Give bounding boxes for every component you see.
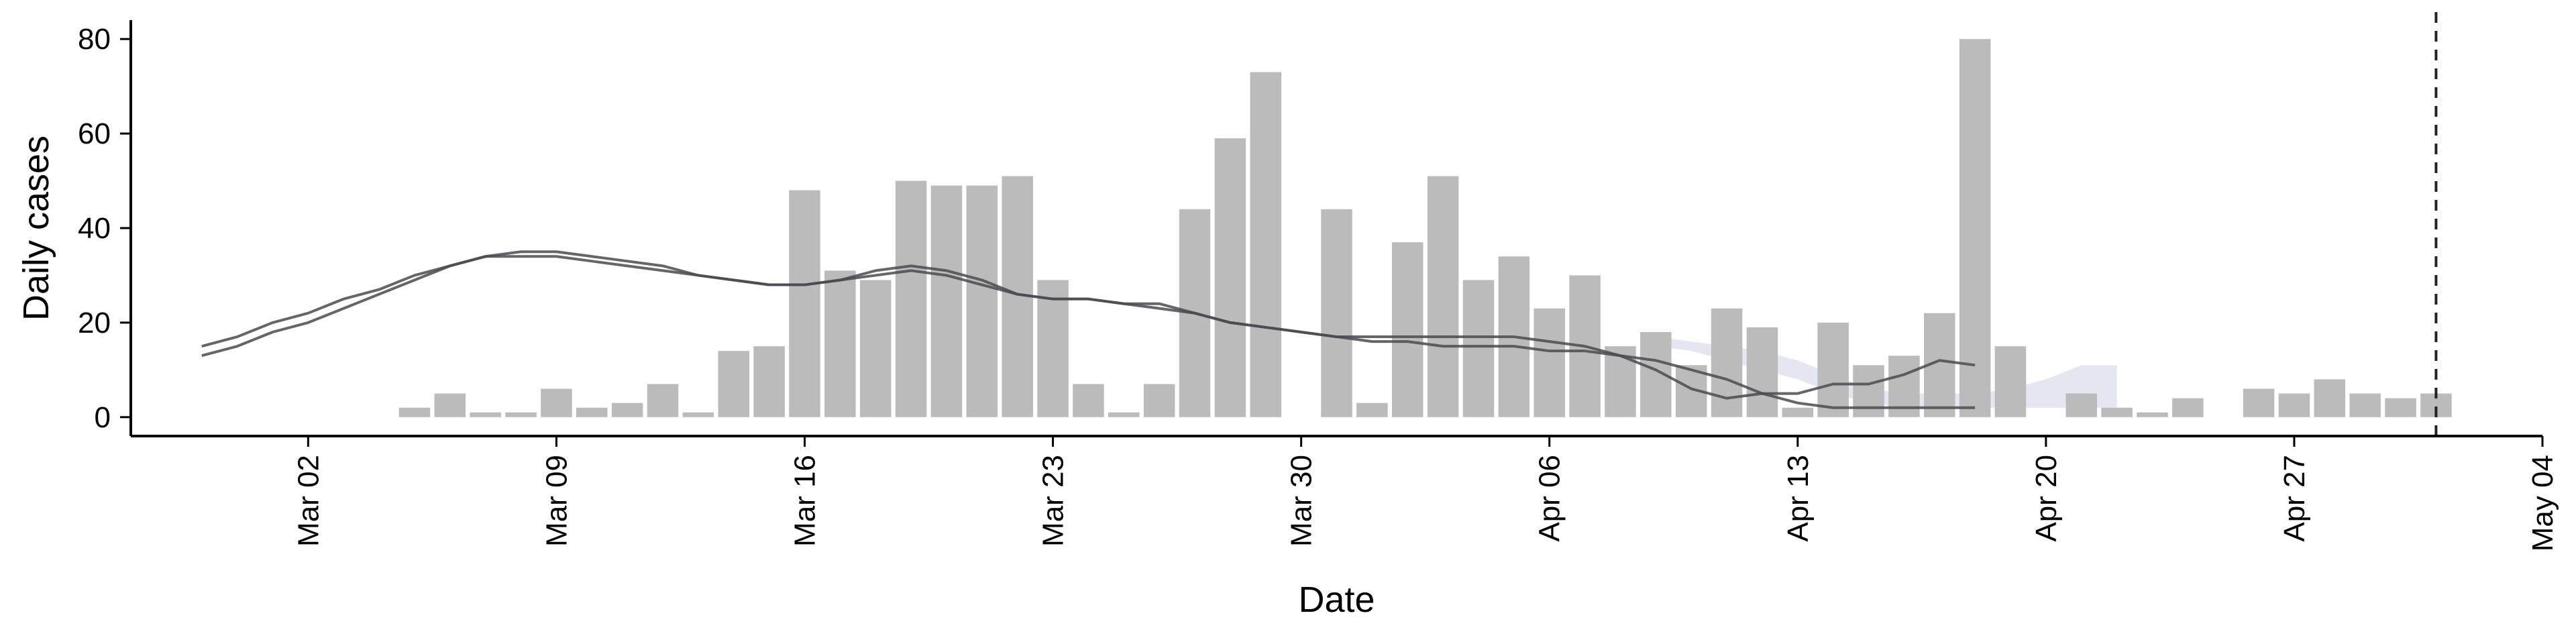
case-bar <box>2137 412 2168 417</box>
case-bar <box>1073 384 1104 417</box>
case-bar <box>2243 388 2275 417</box>
case-bar <box>1782 407 1814 417</box>
case-bar <box>1746 327 1778 417</box>
x-tick-label: Mar 30 <box>1285 455 1318 547</box>
trend-line-2 <box>201 255 1976 409</box>
case-bar <box>1321 209 1352 417</box>
x-tick-label: Mar 02 <box>292 455 325 547</box>
case-bar <box>576 407 608 417</box>
case-bar <box>398 407 431 417</box>
case-bar <box>930 185 963 417</box>
case-bar <box>859 280 892 417</box>
case-bar <box>682 412 714 417</box>
trend-line-1 <box>201 250 1976 400</box>
case-bar <box>2278 393 2310 417</box>
y-axis: 0 20 40 60 80 <box>78 20 132 436</box>
y-axis-label: Daily cases <box>16 136 56 321</box>
x-tick-label: Apr 06 <box>1534 455 1566 542</box>
case-bar <box>1391 242 1424 417</box>
case-bar <box>2065 393 2097 417</box>
case-bar <box>434 393 466 417</box>
y-tick-label: 0 <box>95 401 111 434</box>
case-bar <box>1214 138 1246 417</box>
case-bar <box>1853 365 1884 417</box>
case-bar <box>1037 280 1069 417</box>
x-tick-label: Apr 13 <box>1782 455 1815 542</box>
case-bar <box>718 351 750 417</box>
case-bar <box>647 384 679 417</box>
case-bar <box>611 402 643 417</box>
x-axis-label: Date <box>1298 580 1375 620</box>
case-bar <box>1250 72 1282 417</box>
y-tick-label: 20 <box>78 307 111 339</box>
case-bar <box>966 185 998 417</box>
case-bar <box>2385 398 2416 417</box>
x-tick-label: May 04 <box>2526 455 2559 551</box>
case-bar <box>1817 322 1849 417</box>
case-bar <box>1994 346 2027 417</box>
case-bar <box>541 388 572 417</box>
case-bar <box>1959 39 1991 417</box>
y-tick-label: 80 <box>78 23 111 56</box>
case-bar <box>470 412 501 417</box>
case-bar <box>895 180 927 417</box>
case-bar <box>1427 176 1459 417</box>
x-tick-label: Mar 09 <box>540 455 573 547</box>
case-bar <box>2101 407 2133 417</box>
case-bar <box>824 270 856 417</box>
y-tick-label: 60 <box>78 117 111 150</box>
case-bar <box>1711 308 1743 417</box>
y-tick-label: 40 <box>78 212 111 245</box>
x-tick-label: Apr 20 <box>2030 455 2063 542</box>
case-bar <box>1108 412 1140 417</box>
case-bar <box>789 190 820 417</box>
case-bar <box>1462 280 1495 417</box>
x-axis: Mar 02 Mar 09 Mar 16 Mar 23 Mar 30 Apr 06 Apr … <box>131 435 2559 551</box>
case-bar <box>1534 308 1565 417</box>
case-bar <box>2314 379 2346 417</box>
bars-layer <box>398 39 2452 417</box>
case-bar <box>1143 384 1175 417</box>
case-bar <box>1356 402 1388 417</box>
x-tick-label: Mar 23 <box>1037 455 1070 547</box>
x-tick-label: Apr 27 <box>2278 455 2311 542</box>
case-bar <box>2172 398 2204 417</box>
case-bar <box>753 346 785 417</box>
series-layer <box>201 250 1976 409</box>
case-bar <box>505 412 537 417</box>
x-tick-label: Mar 16 <box>788 455 821 547</box>
case-bar <box>2349 393 2381 417</box>
